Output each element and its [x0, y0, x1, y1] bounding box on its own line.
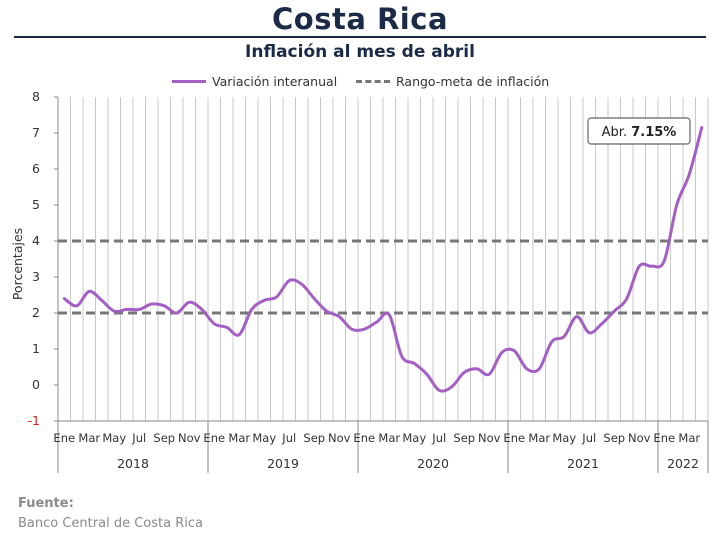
legend-item-series: Variación interanual	[172, 74, 337, 89]
annotation-layer: Abr. 7.15%	[587, 117, 691, 145]
annotation-box	[587, 117, 691, 145]
y-tick-label: -1	[28, 413, 40, 428]
legend-swatch-band	[356, 80, 390, 83]
x-tick-label: Mar	[78, 431, 100, 445]
y-axis-label: Porcentajes	[10, 228, 25, 300]
annotation-text: Abr. 7.15%	[602, 125, 677, 140]
x-tick-label: Ene	[53, 431, 75, 445]
y-tick-label: 3	[32, 269, 40, 284]
x-tick-label: Mar	[228, 431, 250, 445]
legend: Variación interanual Rango-meta de infla…	[0, 74, 720, 92]
y-tick-label: 6	[32, 161, 40, 176]
year-label: 2020	[417, 456, 449, 471]
x-tick-label: Sep	[153, 431, 175, 445]
x-tick-label: Sep	[303, 431, 325, 445]
legend-item-band: Rango-meta de inflación	[356, 74, 549, 89]
x-tick-label: Mar	[528, 431, 550, 445]
annotation-value: 7.15%	[631, 125, 676, 140]
series-layer	[62, 126, 704, 393]
x-tick-label: May	[552, 431, 576, 445]
x-tick-label: Jul	[131, 431, 146, 445]
y-tick-label: 0	[32, 377, 40, 392]
year-label: 2019	[267, 456, 299, 471]
year-label: 2018	[117, 456, 149, 471]
year-label: 2021	[567, 456, 599, 471]
y-tick-label: 2	[32, 305, 40, 320]
y-tick-label: 4	[32, 233, 40, 248]
x-tick-label: Ene	[353, 431, 375, 445]
legend-swatch-series	[172, 80, 206, 83]
x-tick-label: Sep	[453, 431, 475, 445]
grid	[70, 97, 709, 421]
x-tick-label: Nov	[328, 431, 351, 445]
legend-label-band: Rango-meta de inflación	[396, 74, 550, 89]
x-tick-label: Mar	[378, 431, 400, 445]
legend-label-series: Variación interanual	[212, 74, 338, 89]
x-tick-label: May	[402, 431, 426, 445]
x-tick-label: Sep	[603, 431, 625, 445]
x-tick-label: Nov	[178, 431, 201, 445]
y-tick-label: 8	[32, 89, 40, 104]
chart-subtitle: Inflación al mes de abril	[245, 42, 475, 62]
x-tick-label: Jul	[581, 431, 596, 445]
title-rule	[14, 36, 706, 38]
x-tick-label: May	[102, 431, 126, 445]
y-tick-label: 1	[32, 341, 40, 356]
x-tick-label: Jul	[281, 431, 296, 445]
y-tick-label: 7	[32, 125, 40, 140]
x-tick-label: Ene	[653, 431, 675, 445]
chart-title: Costa Rica	[271, 2, 449, 36]
y-tick-label: 5	[32, 197, 40, 212]
series-line	[62, 126, 704, 393]
x-tick-label: Mar	[678, 431, 700, 445]
x-tick-label: Ene	[203, 431, 225, 445]
x-tick-label: Ene	[503, 431, 525, 445]
x-tick-label: May	[252, 431, 276, 445]
year-label: 2022	[667, 456, 699, 471]
x-tick-label: Nov	[628, 431, 651, 445]
annotation-label: Abr.	[602, 125, 632, 140]
x-tick-label: Jul	[431, 431, 446, 445]
target-band	[58, 239, 708, 315]
x-tick-label: Nov	[478, 431, 501, 445]
axes	[54, 96, 709, 473]
source-text: Banco Central de Costa Rica	[18, 516, 203, 531]
source-label: Fuente:	[18, 496, 74, 511]
